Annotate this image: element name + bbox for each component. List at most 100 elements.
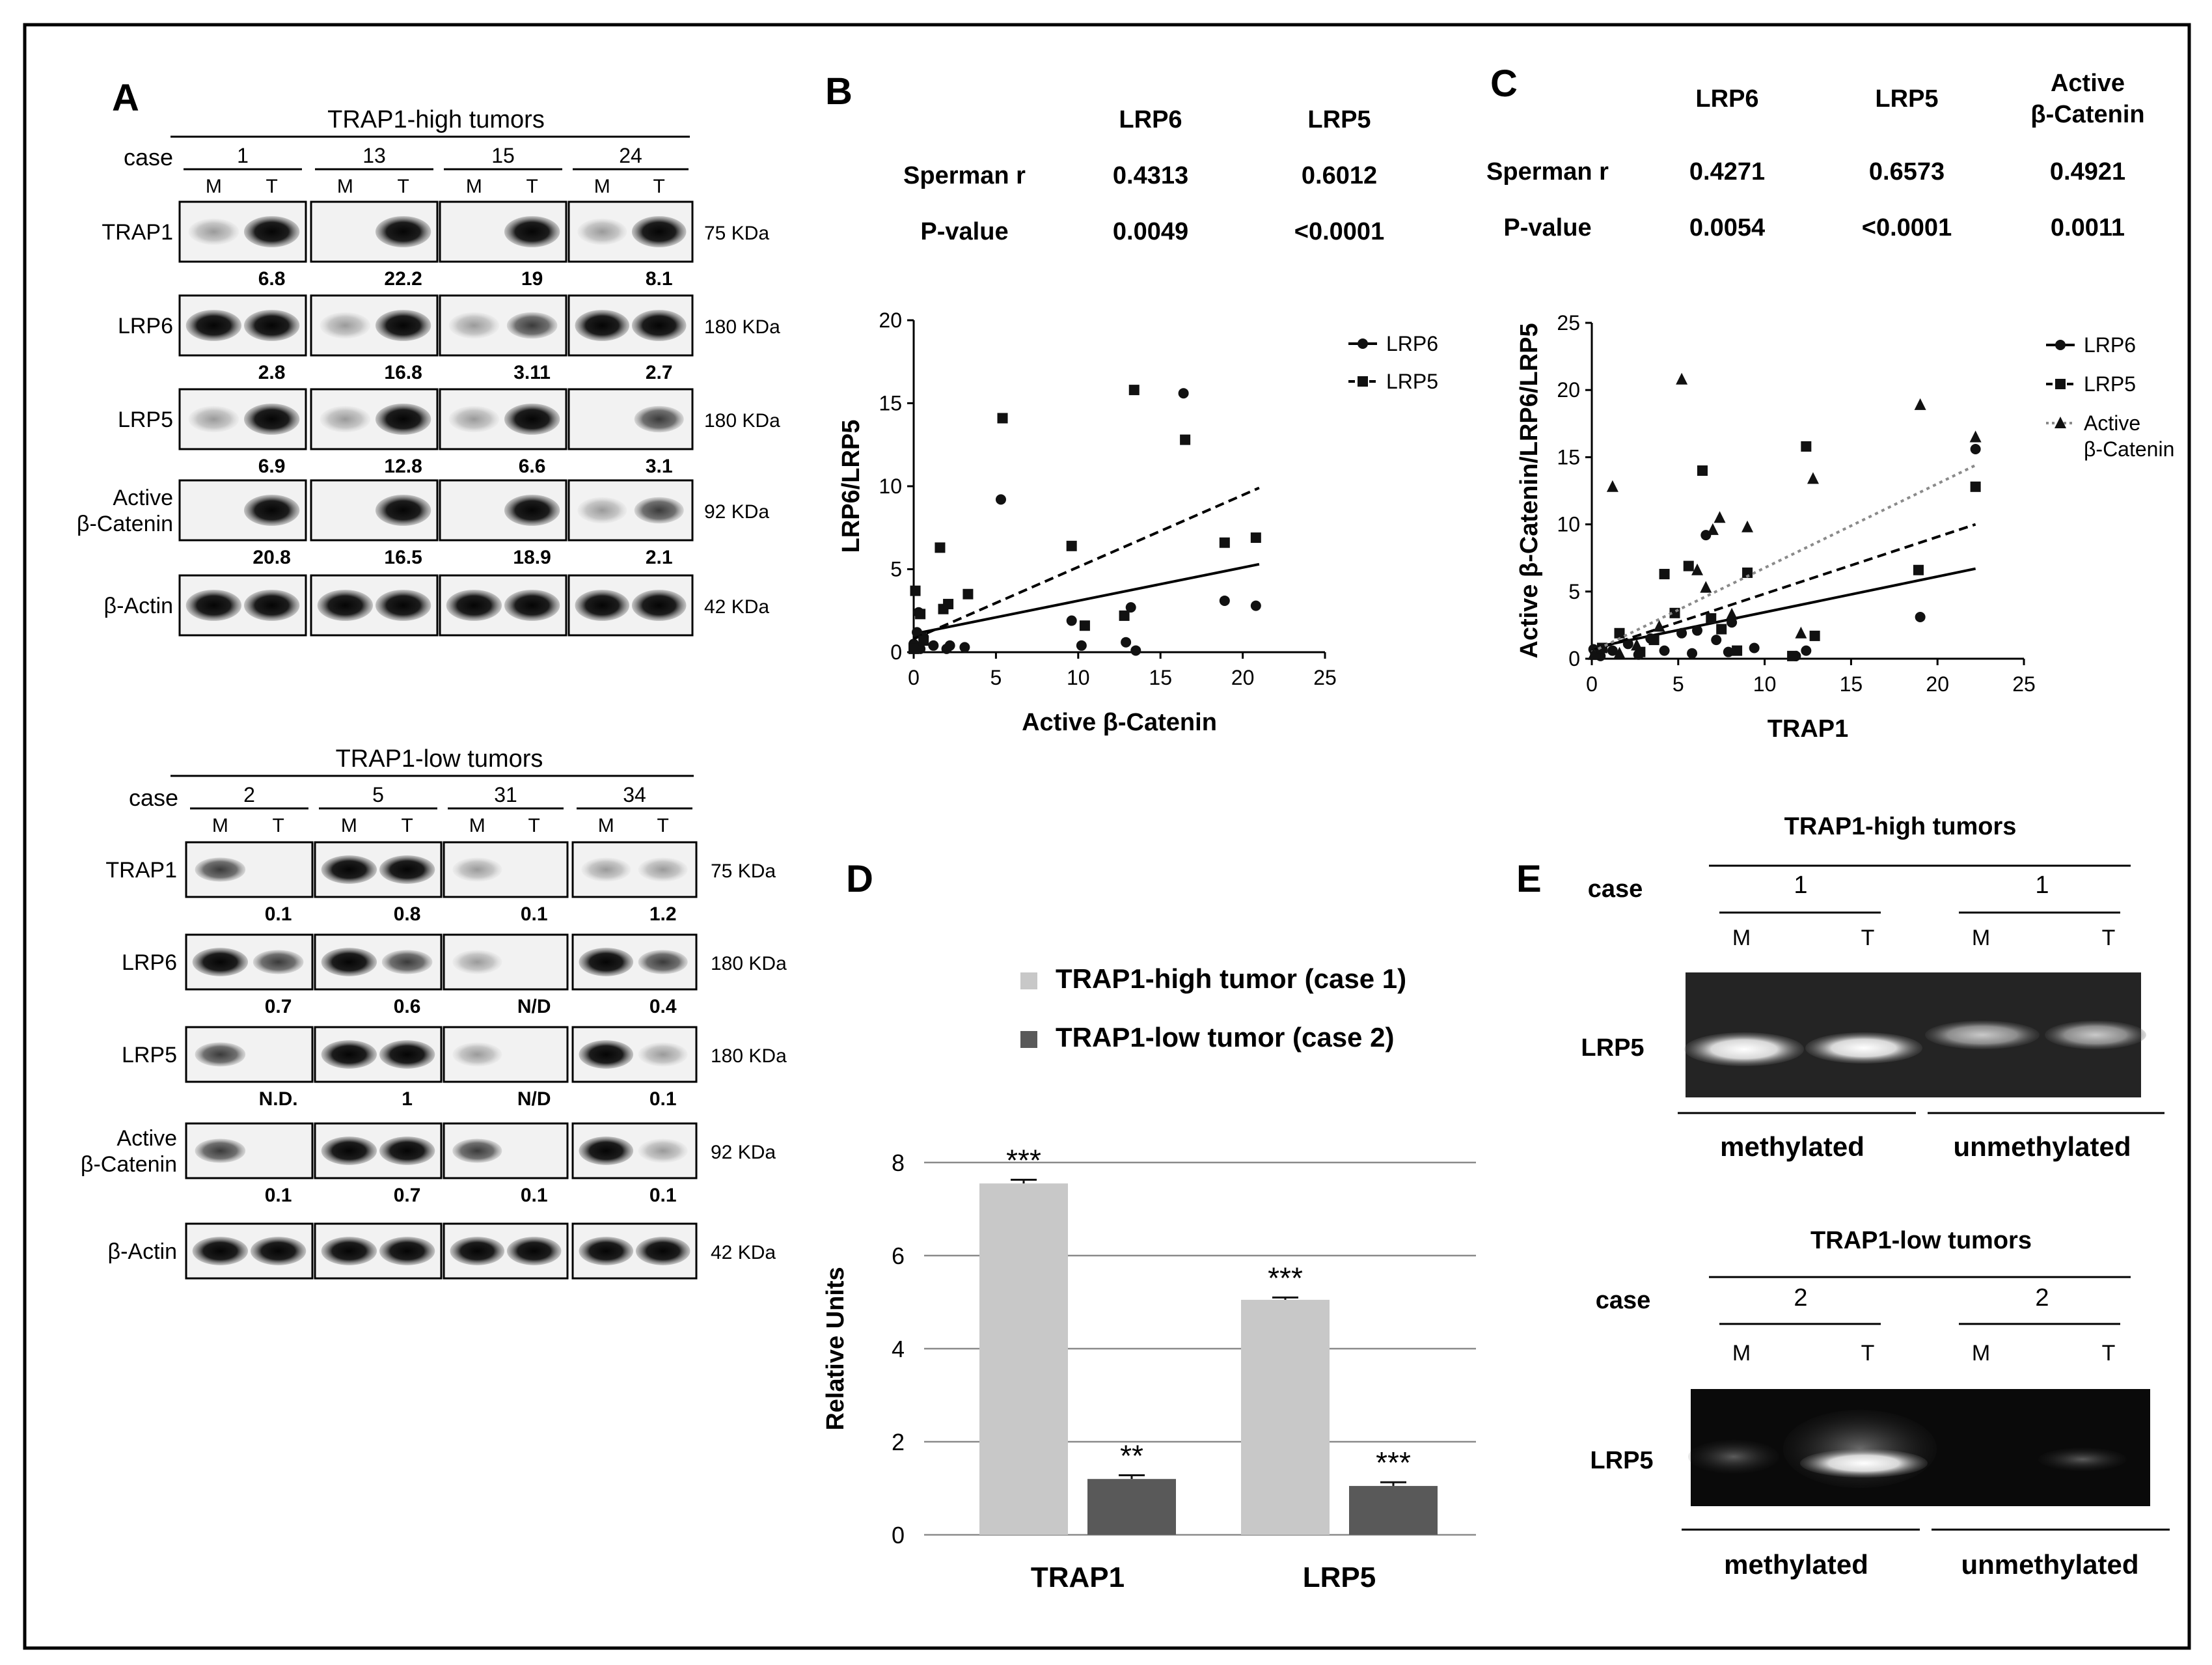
y-tick-label: 25 [1557, 311, 1580, 335]
case-number: 1 [237, 144, 249, 167]
data-point [1969, 430, 1982, 443]
panel-e-gels: TRAP1-high tumors case 1 1 M T M T LRP5 … [1581, 813, 2170, 1580]
c-r-lrp5: 0.6573 [1869, 158, 1945, 186]
data-point [1742, 567, 1753, 578]
x-tick-label: 10 [1067, 666, 1090, 689]
blot-band [375, 216, 431, 247]
data-point [1119, 610, 1130, 621]
e-high-case-1b: 1 [2035, 872, 2049, 899]
blot-band [379, 1136, 435, 1165]
molecular-weight: 92 KDa [711, 1142, 776, 1163]
densitometry-value: N.D. [259, 1088, 298, 1110]
data-point [1723, 646, 1734, 657]
densitometry-value: 16.8 [384, 362, 422, 383]
blot-band [452, 950, 502, 974]
blot-band [446, 590, 502, 621]
molecular-weight: 180 KDa [711, 1045, 787, 1067]
e-low-band-t-meth [1800, 1449, 1928, 1478]
x-tick-label: 25 [1313, 666, 1337, 689]
e-low-lane-t1: T [1861, 1341, 1875, 1366]
blot-band [638, 1138, 688, 1163]
densitometry-value: 20.8 [253, 547, 290, 568]
e-low-band-m-meth [1688, 1440, 1779, 1474]
blot-band [195, 1042, 246, 1067]
blot-band [504, 590, 560, 621]
e-high-lane-m1: M [1732, 926, 1751, 950]
fit-line [913, 562, 1260, 635]
blot-band [634, 406, 684, 433]
blot-band [375, 310, 431, 341]
e-high-lane-t1: T [1861, 926, 1875, 950]
lane-label-t: T [657, 815, 669, 836]
data-point [1697, 465, 1708, 476]
e-low-lane-t2: T [2102, 1341, 2116, 1366]
case-number: 13 [362, 144, 386, 167]
blot-band [317, 590, 374, 621]
blot-band [579, 948, 634, 976]
c-col-bcat-1: Active [2051, 70, 2125, 97]
blot-band [506, 1237, 562, 1265]
data-point [1079, 620, 1090, 631]
blot-band [243, 310, 300, 341]
e-high-case-label: case [1588, 875, 1643, 903]
blot-band [243, 216, 300, 247]
blot-band [577, 218, 627, 245]
data-point [1613, 646, 1626, 659]
row-label-line2: β-Catenin [81, 1152, 177, 1177]
y-tick-label: 2 [892, 1429, 905, 1455]
blot-band [321, 1040, 377, 1069]
data-point [908, 643, 919, 654]
blot-band [185, 310, 242, 341]
data-point [1749, 642, 1760, 654]
e-high-band-t-unmeth [2045, 1021, 2146, 1049]
molecular-weight: 180 KDa [711, 953, 787, 974]
molecular-weight: 180 KDa [704, 410, 780, 432]
data-point [1066, 540, 1077, 551]
b-p-lrp5: <0.0001 [1294, 218, 1384, 245]
densitometry-value: 0.8 [394, 903, 421, 925]
densitometry-value: 0.7 [394, 1185, 421, 1206]
blot-band [195, 1138, 246, 1163]
densitometry-value: 8.1 [646, 268, 673, 290]
densitometry-value: 18.9 [513, 547, 551, 568]
case-number: 34 [623, 783, 646, 806]
panel-d-letter: D [846, 858, 873, 900]
blot-band [504, 495, 560, 526]
legend-label: LRP5 [2084, 372, 2136, 396]
c-col-lrp5: LRP5 [1875, 85, 1938, 113]
densitometry-value: 0.1 [521, 903, 548, 925]
x-tick-label: 15 [1149, 666, 1172, 689]
densitometry-value: 19 [521, 268, 543, 290]
e-high-lane-t2: T [2102, 926, 2116, 950]
blot-band [452, 1138, 502, 1163]
low-case-label: case [129, 784, 178, 811]
data-point [1121, 637, 1132, 648]
fit-line [913, 486, 1260, 640]
data-point [1607, 645, 1618, 656]
bar [1241, 1299, 1330, 1535]
densitometry-value: 16.5 [384, 547, 422, 568]
blot-band [631, 310, 687, 341]
x-tick-label: 0 [908, 666, 920, 689]
lane-label-t: T [528, 815, 540, 836]
b-p-lrp6: 0.0049 [1113, 218, 1188, 245]
data-point [995, 494, 1006, 505]
blot-band [321, 948, 377, 976]
data-point [1066, 615, 1077, 626]
case-number: 15 [491, 144, 515, 167]
data-point [1659, 645, 1670, 656]
bar [1349, 1485, 1438, 1535]
data-point [1676, 627, 1687, 639]
blot-band [452, 1042, 502, 1067]
panel-b-stats: LRP6 LRP5 Sperman r P-value 0.4313 0.601… [903, 106, 1384, 245]
x-tick-label: 15 [1840, 672, 1863, 696]
lane-label-m: M [337, 176, 353, 197]
y-tick-label: 15 [879, 392, 902, 415]
panel-b-letter: B [825, 70, 853, 113]
data-point [1587, 648, 1600, 660]
lane-label-t: T [653, 176, 665, 197]
b-col-lrp6: LRP6 [1119, 106, 1182, 133]
x-axis-title: TRAP1 [1768, 715, 1849, 743]
